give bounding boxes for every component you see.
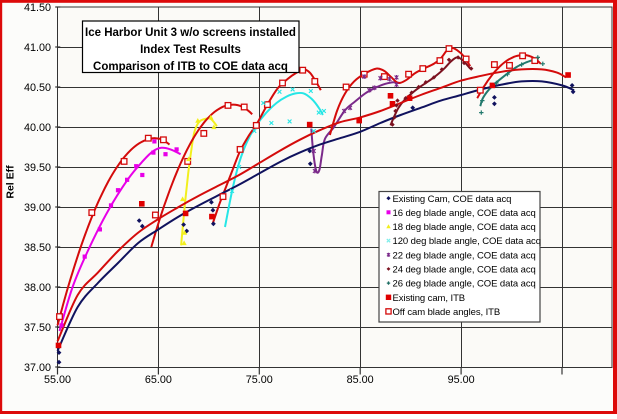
- svg-text:Index Test Results: Index Test Results: [140, 44, 241, 56]
- svg-text:75.00: 75.00: [246, 374, 273, 386]
- svg-text:38.50: 38.50: [24, 242, 51, 254]
- svg-text:37.00: 37.00: [24, 362, 51, 374]
- svg-text:26 deg blade angle, COE data a: 26 deg blade angle, COE data acq: [393, 279, 536, 290]
- svg-text:41.50: 41.50: [24, 2, 51, 14]
- svg-text:24 deg blade angle, COE data a: 24 deg blade angle, COE data acq: [393, 265, 536, 276]
- svg-text:Comparison of ITB to COE data: Comparison of ITB to COE data acq: [93, 61, 288, 73]
- svg-text:95.00: 95.00: [448, 374, 475, 386]
- svg-text:39.00: 39.00: [24, 202, 51, 214]
- svg-text:120 deg blade angle, COE data: 120 deg blade angle, COE data acq: [393, 236, 541, 247]
- svg-text:39.50: 39.50: [24, 162, 51, 174]
- svg-text:38.00: 38.00: [24, 282, 51, 294]
- svg-text:18 deg blade angle, COE data a: 18 deg blade angle, COE data acq: [393, 222, 536, 233]
- svg-text:41.00: 41.00: [24, 42, 51, 54]
- svg-text:40.50: 40.50: [24, 82, 51, 94]
- svg-text:Existing Cam, COE data acq: Existing Cam, COE data acq: [393, 194, 512, 205]
- svg-text:Existing cam, ITB: Existing cam, ITB: [393, 293, 466, 304]
- svg-text:Off cam blade angles, ITB: Off cam blade angles, ITB: [393, 307, 501, 318]
- svg-text:16 deg blade angle, COE data a: 16 deg blade angle, COE data acq: [393, 208, 536, 219]
- svg-text:55.00: 55.00: [44, 374, 71, 386]
- svg-text:37.50: 37.50: [24, 322, 51, 334]
- svg-text:Ice Harbor Unit 3 w/o screens: Ice Harbor Unit 3 w/o screens installed: [85, 27, 296, 39]
- svg-text:85.00: 85.00: [347, 374, 374, 386]
- svg-text:40.00: 40.00: [24, 122, 51, 134]
- svg-text:22 deg blade angle, COE data a: 22 deg blade angle, COE data acq: [393, 250, 536, 261]
- svg-text:65.00: 65.00: [145, 374, 172, 386]
- svg-text:Rel Eff: Rel Eff: [5, 165, 17, 199]
